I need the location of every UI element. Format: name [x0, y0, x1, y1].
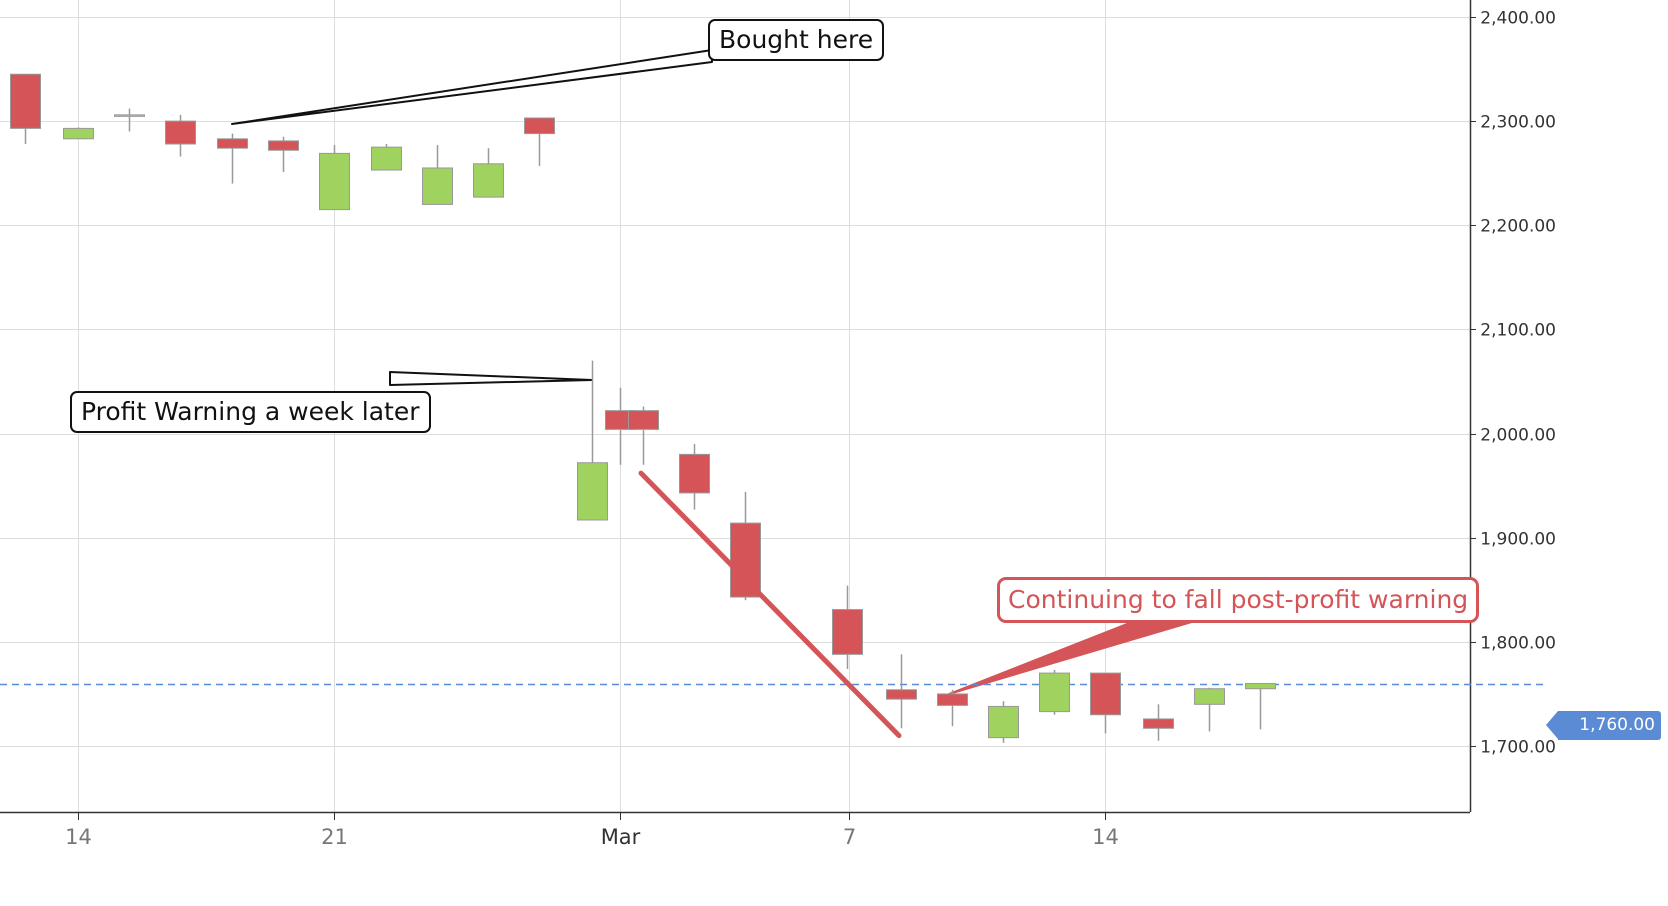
annotation-pointers — [231, 49, 1223, 695]
candle-body — [577, 462, 608, 521]
candle — [1143, 704, 1174, 741]
candle — [577, 360, 608, 521]
continuing-to-fall-pointer — [948, 612, 1223, 695]
candle — [217, 133, 248, 184]
candle-body — [63, 127, 94, 140]
candle-body — [679, 453, 710, 494]
candle — [886, 654, 917, 729]
candle-body — [10, 73, 41, 129]
y-tick-label: 2,000.00 — [1480, 426, 1556, 446]
annotation-profit-warning: Profit Warning a week later — [70, 391, 431, 433]
candle-body — [524, 117, 555, 135]
candle-body — [473, 163, 504, 198]
candle-body — [217, 138, 248, 149]
y-tick-label: 2,400.00 — [1480, 9, 1556, 29]
candles — [10, 73, 1276, 743]
candle-body — [319, 152, 350, 211]
y-tick-label: 1,900.00 — [1480, 530, 1556, 550]
trend-line — [638, 470, 902, 739]
candle — [1039, 669, 1070, 715]
profit-warning-pointer — [389, 371, 593, 386]
candle-body — [937, 693, 968, 706]
candle-body — [1194, 688, 1225, 705]
candle-body — [1143, 718, 1174, 729]
candle-body — [988, 705, 1019, 739]
candle-body — [730, 522, 761, 598]
candle — [988, 701, 1019, 743]
axes: 1,700.00 1,800.00 1,900.00 2,000.00 2,100.00… — [0, 0, 1556, 849]
candle-body — [165, 120, 196, 145]
bought-here-pointer — [231, 49, 713, 125]
last-price-tag: 1,760.00 — [1546, 711, 1661, 740]
candle — [114, 108, 145, 132]
candle — [730, 491, 761, 601]
candle-body — [628, 410, 659, 430]
candle — [1194, 687, 1225, 732]
candle — [1245, 683, 1276, 730]
candle-body — [886, 689, 917, 700]
x-tick-label: 7 — [843, 825, 856, 849]
candle — [473, 148, 504, 198]
candle-body — [371, 146, 402, 171]
x-tick-label: 21 — [321, 825, 348, 849]
candle — [524, 117, 555, 166]
y-tick-label: 2,100.00 — [1480, 321, 1556, 341]
candle — [628, 406, 659, 465]
candle — [10, 73, 41, 145]
candle-body — [1245, 683, 1276, 690]
y-tick-label: 1,700.00 — [1480, 738, 1556, 758]
candle — [63, 127, 94, 140]
annotation-continuing-to-fall: Continuing to fall post-profit warning — [997, 577, 1480, 623]
candle-body — [268, 140, 299, 151]
candle — [937, 689, 968, 727]
candle — [319, 145, 350, 211]
candle-body — [1039, 672, 1070, 713]
annotation-bought-here: Bought here — [708, 19, 885, 61]
candle-body — [1090, 672, 1121, 716]
x-tick-label: 14 — [1092, 825, 1119, 849]
candle — [679, 443, 710, 510]
candle — [165, 114, 196, 157]
candle-body — [832, 609, 863, 655]
x-tick-label: Mar — [601, 825, 641, 849]
candle — [371, 144, 402, 171]
y-tick-label: 2,300.00 — [1480, 113, 1556, 133]
candle — [268, 136, 299, 173]
candle-body — [422, 167, 453, 205]
candle — [422, 145, 453, 205]
candle — [1090, 672, 1121, 734]
downtrend-line — [638, 470, 902, 739]
x-tick-label: 14 — [65, 825, 92, 849]
candle-body — [114, 114, 145, 117]
y-tick-label: 2,200.00 — [1480, 217, 1556, 237]
y-tick-label: 1,800.00 — [1480, 634, 1556, 654]
candle — [832, 585, 863, 669]
